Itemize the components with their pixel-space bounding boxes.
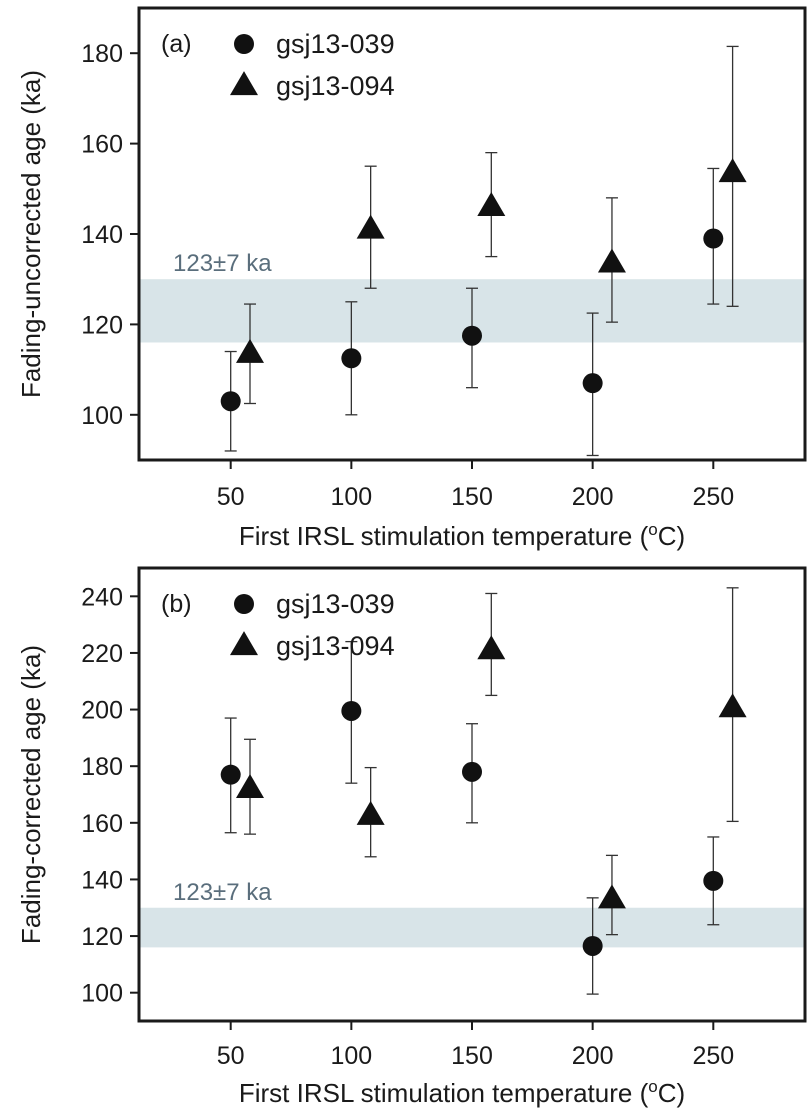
- reference-band: [139, 907, 805, 948]
- legend-marker-gsj13-094: [230, 631, 258, 656]
- y-tick-label: 140: [81, 221, 123, 249]
- data-point-gsj13-039-50: [220, 764, 241, 785]
- y-tick-label: 140: [81, 866, 123, 894]
- y-tick-label: 160: [81, 131, 123, 159]
- legend-symbol-gsj13-039: [234, 34, 254, 54]
- y-tick-label: 100: [81, 980, 123, 1008]
- panel-label-a: (a): [161, 30, 192, 58]
- x-tick-label: 250: [692, 483, 734, 511]
- legend-entry-gsj13-094: gsj13-094: [276, 71, 395, 101]
- x-tick-label: 250: [692, 1042, 734, 1070]
- data-point-gsj13-039-250: [703, 228, 724, 249]
- band-label-b: 123±7 ka: [173, 879, 272, 906]
- x-tick-label: 200: [572, 1042, 614, 1070]
- legend-b: gsj13-039 gsj13-094: [230, 589, 395, 661]
- x-tick-label: 150: [451, 1042, 493, 1070]
- panel-label-b: (b): [161, 590, 192, 618]
- y-tick-label: 120: [81, 923, 123, 951]
- x-tick-label: 200: [572, 483, 614, 511]
- x-tick-label: 100: [330, 1042, 372, 1070]
- y-axis-label-a: Fading-uncorrected age (ka): [16, 70, 46, 398]
- y-tick-label: 180: [81, 40, 123, 68]
- x-tick-label: 100: [330, 483, 372, 511]
- y-tick-label: 240: [81, 583, 123, 611]
- data-point-gsj13-094-258: [718, 158, 747, 183]
- x-tick-label: 50: [217, 1042, 245, 1070]
- y-tick-label: 200: [81, 697, 123, 725]
- y-tick-label: 180: [81, 753, 123, 781]
- x-axis-label-b: First IRSL stimulation temperature (oC): [239, 1077, 685, 1108]
- x-axis-label-a: First IRSL stimulation temperature (oC): [239, 520, 685, 551]
- data-point-gsj13-039-100: [341, 348, 362, 369]
- y-tick-label: 100: [81, 402, 123, 430]
- data-point-gsj13-094-208: [597, 248, 626, 273]
- data-point-gsj13-039-200: [582, 373, 603, 394]
- y-tick-label: 220: [81, 640, 123, 668]
- legend-marker-gsj13-039: [234, 594, 254, 614]
- data-point-gsj13-094-158: [477, 635, 506, 660]
- y-axis-label-b: Fading-corrected age (ka): [16, 645, 46, 944]
- data-point-gsj13-039-250: [703, 870, 724, 891]
- data-point-gsj13-039-50: [220, 391, 241, 412]
- legend-marker-gsj13-094: [230, 71, 258, 96]
- band-label-a: 123±7 ka: [173, 250, 272, 277]
- data-point-gsj13-094-58: [236, 773, 264, 798]
- legend-entry-gsj13-039: gsj13-039: [276, 29, 395, 59]
- x-tick-label: 150: [451, 483, 493, 511]
- x-tick-label: 50: [217, 483, 245, 511]
- legend-marker-gsj13-039: [234, 34, 254, 54]
- legend-entry-gsj13-094: gsj13-094: [276, 631, 395, 661]
- data-point-gsj13-039-200: [582, 935, 603, 956]
- panel-a: 50 100 150 200 250 100 120 140 160 180 (a) 123±7 …: [16, 6, 807, 551]
- data-point-gsj13-039-150: [462, 325, 482, 346]
- data-point-gsj13-094-58: [236, 338, 264, 363]
- legend-a: gsj13-039 gsj13-094: [230, 29, 395, 101]
- panel-b: 50 100 150 200 250 100 120 140 160 180 200 220 240 (…: [16, 566, 807, 1108]
- data-point-gsj13-094-208: [597, 884, 626, 909]
- y-tick-label: 160: [81, 810, 123, 838]
- data-point-gsj13-039-150: [462, 761, 482, 782]
- legend-entry-gsj13-039: gsj13-039: [276, 589, 395, 619]
- legend-symbol-gsj13-094: [230, 631, 258, 656]
- data-point-gsj13-094-108: [356, 214, 385, 239]
- data-point-gsj13-039-100: [341, 700, 362, 721]
- legend-symbol-gsj13-039: [234, 594, 254, 614]
- y-tick-label: 120: [81, 311, 123, 339]
- data-point-gsj13-094-258: [718, 693, 747, 718]
- data-point-gsj13-094-108: [356, 800, 385, 825]
- data-point-gsj13-094-158: [477, 192, 506, 216]
- legend-symbol-gsj13-094: [230, 71, 258, 96]
